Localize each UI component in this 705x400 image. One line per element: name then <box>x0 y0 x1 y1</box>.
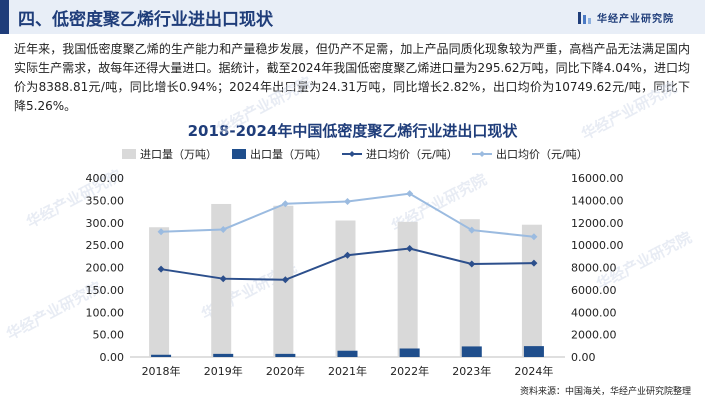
legend-marker <box>349 151 355 157</box>
import-price-point <box>530 259 538 267</box>
import-volume-bar <box>397 221 418 357</box>
import-price-point <box>281 276 289 284</box>
export-price-point <box>219 225 227 233</box>
y-left-tick-label: 200.00 <box>86 262 125 275</box>
header-accent-bar <box>0 0 9 34</box>
export-price-point <box>344 197 351 205</box>
import-volume-bar <box>273 205 294 357</box>
export-volume-bar <box>213 353 234 357</box>
watermark-text: 华经产业研究院 <box>578 78 679 143</box>
logo-bars-icon <box>578 11 591 24</box>
y-right-tick-label: 14000.00 <box>571 194 624 207</box>
x-tick-label: 2021年 <box>328 364 367 378</box>
y-left-tick-label: 300.00 <box>86 217 125 230</box>
logo-text: 华经产业研究院 <box>597 14 674 25</box>
y-left-tick-label: 250.00 <box>86 239 125 252</box>
x-tick-label: 2019年 <box>204 364 243 378</box>
legend-swatch <box>122 149 136 159</box>
import-volume-bar <box>211 203 232 357</box>
section-header: 四、低密度聚乙烯行业进出口现状 华经产业研究院 <box>0 0 705 34</box>
export-price-point <box>281 200 289 208</box>
export-volume-bar <box>399 348 420 357</box>
y-right-tick-label: 0.00 <box>571 351 596 364</box>
export-volume-bar <box>151 354 172 357</box>
y-left-tick-label: 50.00 <box>93 329 125 342</box>
chart-title: 2018-2024年中国低密度聚乙烯行业进出口现状 <box>187 122 518 140</box>
import-price-point <box>406 244 414 252</box>
legend-label: 出口均价（元/吨） <box>496 147 588 161</box>
x-tick-label: 2022年 <box>390 364 429 378</box>
x-tick-label: 2018年 <box>142 364 181 378</box>
y-left-tick-label: 150.00 <box>86 284 125 297</box>
x-tick-label: 2020年 <box>266 364 305 378</box>
import-price-point <box>344 251 351 259</box>
source-note: 资料来源：中国海关，华经产业研究院整理 <box>519 387 691 397</box>
legend-marker <box>479 151 485 157</box>
page-title: 四、低密度聚乙烯行业进出口现状 <box>18 10 273 30</box>
import-price-point <box>157 265 165 273</box>
export-volume-bar <box>523 346 544 357</box>
import-price-point <box>468 260 476 268</box>
legend-label: 进口量（万吨） <box>140 148 217 161</box>
import-volume-bar <box>459 219 480 357</box>
import-volume-bar <box>149 227 170 357</box>
y-left-tick-label: 400.00 <box>86 172 125 185</box>
export-price-point <box>157 228 165 236</box>
export-volume-bar <box>461 346 482 357</box>
export-volume-bar <box>275 353 296 357</box>
y-left-tick-label: 350.00 <box>86 194 125 207</box>
watermark-text: 华经产业研究院 <box>213 73 314 138</box>
y-right-tick-label: 16000.00 <box>571 172 624 185</box>
y-right-tick-label: 8000.00 <box>571 262 617 275</box>
y-left-tick-label: 100.00 <box>86 306 125 319</box>
legend-label: 出口量（万吨） <box>250 147 327 161</box>
export-volume-bar <box>337 350 358 357</box>
legend-swatch <box>232 149 246 159</box>
import-volume-bar <box>521 224 542 357</box>
legend-label: 进口均价（元/吨） <box>366 148 458 161</box>
export-price-point <box>468 226 476 234</box>
y-left-tick-label: 0.00 <box>100 351 125 364</box>
y-right-tick-label: 4000.00 <box>571 306 617 319</box>
import-volume-bar <box>335 220 356 357</box>
export-price-point <box>530 233 538 241</box>
y-right-tick-label: 10000.00 <box>571 239 624 252</box>
brand-logo: 华经产业研究院 <box>578 10 674 25</box>
y-right-tick-label: 6000.00 <box>571 284 617 297</box>
export-price-point <box>406 190 414 198</box>
import-price-point <box>219 275 227 283</box>
x-tick-label: 2023年 <box>452 364 491 378</box>
y-right-tick-label: 2000.00 <box>571 329 617 342</box>
y-right-tick-label: 12000.00 <box>571 217 624 230</box>
intro-paragraph: 近年来，我国低密度聚乙烯的生产能力和产量稳步发展，但仍产不足需，加上产品同质化现… <box>14 42 690 113</box>
x-tick-label: 2024年 <box>514 364 553 378</box>
